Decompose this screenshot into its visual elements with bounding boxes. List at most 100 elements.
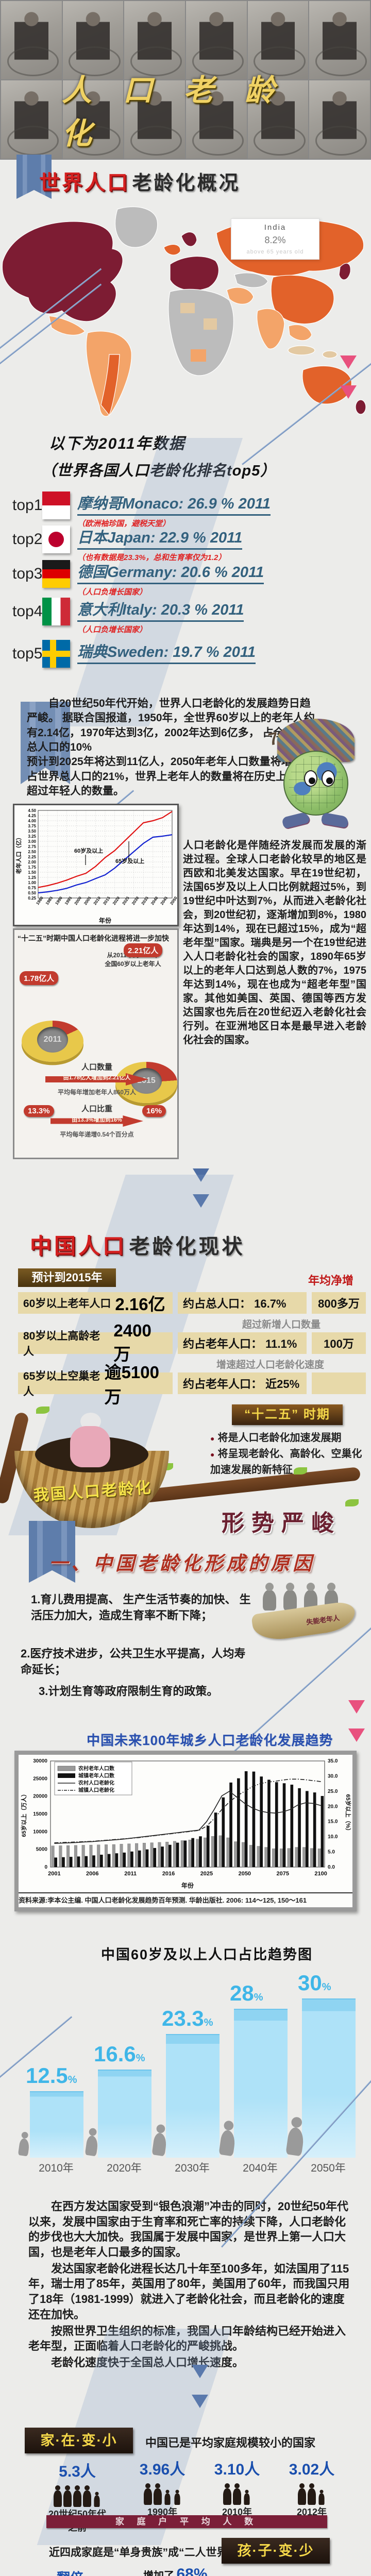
- rank-label: top1: [12, 497, 43, 514]
- svg-text:3.00: 3.00: [28, 839, 36, 844]
- rank-country-value: 摩纳哥Monaco: 26.9 % 2011: [77, 492, 271, 516]
- row-value: 2400万: [113, 1321, 151, 1364]
- svg-text:1.75: 1.75: [28, 865, 36, 870]
- children-fewer-box: 孩·子·变·少: [222, 2538, 330, 2564]
- bullet-item: 将呈现老龄化、高龄化、空巢化加速发展的新特征: [210, 1446, 365, 1478]
- shoe-icon: [281, 811, 310, 829]
- svg-text:2020: 2020: [112, 895, 121, 906]
- trend100-title: 中国未来100年城乡人口老龄化发展趋势: [87, 1733, 333, 1748]
- pink-triangle-icon: [348, 1700, 365, 1714]
- size-unit: 人: [80, 2463, 96, 2480]
- reason-item-2: 2.医疗技术进步，公共卫生水平提高，人均寿命延长；: [21, 1647, 246, 1676]
- svg-text:2005: 2005: [83, 895, 92, 906]
- svg-text:2025: 2025: [121, 895, 130, 906]
- share60-bar: [30, 2091, 83, 2158]
- svg-text:35.0: 35.0: [328, 1758, 338, 1764]
- share60-bar-year: 2030年: [175, 2162, 210, 2174]
- reason-item-3: 3.计划生育等政府限制生育的政策。: [39, 1685, 218, 1698]
- status-row-share: 约占总人口： 16.7%: [178, 1292, 307, 1314]
- family-size-2010: 3.10人 2010年: [206, 2456, 268, 2518]
- rank-row-top5: top5 瑞典Sweden: 19.7 % 2011: [0, 639, 371, 671]
- eye-icon: [322, 770, 335, 787]
- share60-bar-chart: 12.5% 2010年 16.6% 2020年 23.3% 2030年 28% 2040年 30…: [15, 1963, 356, 2179]
- status-row-net: 800多万: [312, 1292, 366, 1314]
- rank-country-value: 意大利Italy: 20.3 % 2011: [77, 598, 244, 622]
- svg-text:2010: 2010: [93, 895, 102, 906]
- disabled-elderly-boat-cartoon: 失能老年人: [251, 1571, 366, 1654]
- family-size-1990: 3.96人 1990年: [131, 2456, 193, 2518]
- svg-text:1.25: 1.25: [28, 875, 36, 880]
- row-value: 2.16亿: [115, 1295, 165, 1314]
- reasons-title: 一、中国老龄化形成的原因: [49, 1553, 315, 1574]
- elderly-photo: [309, 80, 370, 159]
- china-paragraph-4: 老龄化速度快于全国总人口增长速度。: [51, 2355, 244, 2369]
- mid-share-sub: 平均每年递增0.54个百分点: [60, 1131, 134, 1138]
- rank-label: top4: [12, 603, 43, 620]
- globe-cartoon: 70亿: [267, 719, 366, 829]
- svg-text:10.0: 10.0: [328, 1834, 338, 1840]
- poster-title: 人 口 老 龄 化: [62, 74, 286, 150]
- china-aging-paragraphs: 在西方发达国家受到“银色浪潮”冲击的同时，20世纪50年代以来，发展中国家由于生…: [28, 2199, 350, 2370]
- share60-bar: [234, 2009, 288, 2158]
- leaf-icon: [345, 1499, 359, 1506]
- rank-country-value: 日本Japan: 22.9 % 2011: [77, 526, 243, 550]
- elderly-photo: [62, 80, 124, 159]
- svg-text:城镇老年人口数: 城镇老年人口数: [78, 1772, 115, 1779]
- eye-icon: [304, 770, 317, 787]
- size-value: 3.02: [289, 2461, 319, 2478]
- size-unit: 人: [319, 2461, 335, 2478]
- share60-bar: [302, 1998, 356, 2158]
- svg-text:4.50: 4.50: [28, 808, 36, 813]
- svg-text:2025: 2025: [200, 1871, 213, 1877]
- rank-note: （也有数据是23.3%，总和生育率仅为1.2）: [77, 553, 226, 562]
- svg-text:1.00: 1.00: [28, 880, 36, 885]
- size-value: 3.10: [214, 2461, 245, 2478]
- svg-text:0.25: 0.25: [28, 896, 36, 901]
- blue-triangle-icon: [193, 1194, 209, 1208]
- elder-population-line-chart: 0.25 0.50 0.75 1.00 1.25 1.50 1.75 2.00 2.25 2.50…: [13, 804, 179, 926]
- svg-text:1980: 1980: [35, 895, 44, 906]
- svg-text:5.0: 5.0: [328, 1850, 335, 1855]
- stat-double: 翻倍: [57, 2568, 83, 2576]
- svg-text:65岁以上（%）: 65岁以上（%）: [345, 1794, 351, 1834]
- share60-chart-title: 中国60岁及以上人口占比趋势图: [101, 1947, 313, 1962]
- rank-country-value: 德国Germany: 20.6 % 2011: [77, 560, 264, 584]
- svg-text:2100: 2100: [314, 1871, 327, 1877]
- svg-text:65岁及以上: 65岁及以上: [115, 857, 144, 865]
- elderly-photo: [247, 80, 309, 159]
- svg-text:1985: 1985: [45, 895, 54, 906]
- row-share: 约占老年人口： 近25%: [183, 1378, 300, 1391]
- hero-photo-collage: [0, 0, 371, 160]
- svg-text:65岁以上（万人）: 65岁以上（万人）: [20, 1791, 27, 1837]
- elderly-photo: [1, 1, 62, 79]
- blue-triangle-icon: [192, 2365, 208, 2378]
- elderly-photo: [62, 1, 124, 79]
- pink-triangle-icon: [340, 385, 357, 399]
- svg-text:年份: 年份: [99, 917, 112, 924]
- callout-value: 8.2%: [264, 235, 286, 245]
- bubble-221: 2.21亿人: [124, 943, 163, 957]
- status-row-note: 超过新增人口数量: [242, 1319, 321, 1330]
- callout-country: India: [264, 223, 286, 232]
- size-value: 5.3: [59, 2463, 80, 2480]
- situation-text: 形势严峻: [222, 1511, 341, 1536]
- elderly-photo: [247, 1, 309, 79]
- rank-label: top5: [12, 645, 43, 662]
- china-paragraph-2: 发达国家老龄化进程长达几十年至100多年，如法国用了115年，瑞士用了85年，英…: [28, 2262, 350, 2321]
- svg-text:25000: 25000: [33, 1776, 47, 1782]
- rank-label: top2: [12, 531, 43, 548]
- share60-bar-year: 2050年: [311, 2162, 346, 2174]
- svg-text:0: 0: [44, 1865, 47, 1870]
- shierwu-bullets: 将是人口老龄化加速发展期 将呈现老龄化、高龄化、空巢化加速发展的新特征: [210, 1430, 365, 1478]
- world-section-header: 世界人口 老龄化概况: [39, 166, 240, 196]
- elder-silhouette-icon: [286, 2117, 309, 2157]
- stat-68-value: 68%: [176, 2566, 208, 2576]
- svg-text:20000: 20000: [33, 1794, 47, 1800]
- svg-text:农村老年人口数: 农村老年人口数: [78, 1765, 115, 1772]
- elder-silhouette-icon: [85, 2128, 101, 2157]
- svg-text:2.50: 2.50: [28, 850, 36, 854]
- elderly-photo: [185, 1, 247, 79]
- heading-2011-sub: （世界各国人口老龄化排名top5）: [41, 463, 276, 479]
- elderly-photo: [185, 80, 247, 159]
